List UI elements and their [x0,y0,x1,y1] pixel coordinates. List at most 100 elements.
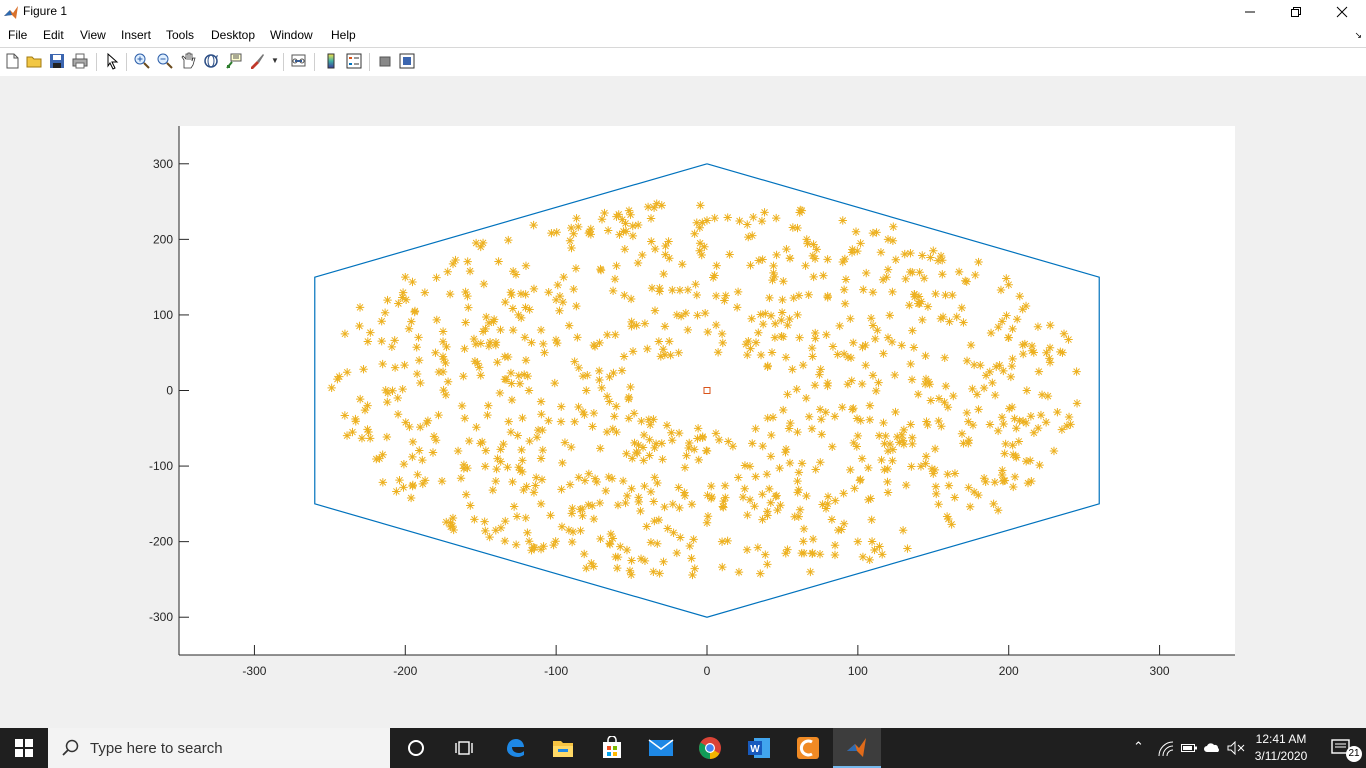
scatter-point [760,208,769,217]
scatter-point [378,450,387,459]
scatter-point [810,381,820,390]
scatter-point [823,381,832,391]
pan-icon[interactable] [179,52,197,70]
scatter-point [633,220,643,230]
restore-button[interactable] [1273,0,1319,24]
orange-app-button[interactable] [784,728,832,768]
scatter-point [783,390,792,399]
insert-colorbar-icon[interactable] [322,52,340,70]
menu-tools[interactable]: Tools [166,28,195,42]
figure-canvas[interactable]: -300 -200 -100 0 100 200 300 300 200 100 0 -100 -200… [0,76,1366,728]
battery-icon[interactable] [1181,742,1197,754]
scatter-point [653,478,662,488]
scatter-point [871,334,880,344]
insert-legend-icon[interactable] [345,52,363,70]
new-figure-icon[interactable] [3,52,21,70]
scatter-point [766,311,776,320]
scatter-point [761,309,770,318]
scatter-point [529,284,539,294]
scatter-point [714,435,724,445]
word-button[interactable]: W [735,728,783,768]
minimize-button[interactable] [1227,0,1273,24]
store-button[interactable] [588,728,636,768]
scatter-point [342,431,352,440]
cortana-button[interactable] [392,728,440,768]
link-plot-icon[interactable] [290,52,308,70]
scatter-point [859,285,868,294]
menu-window[interactable]: Window [270,28,313,42]
scatter-point [595,498,605,508]
file-explorer-button[interactable] [539,728,587,768]
scatter-point [506,288,516,297]
scatter-point [724,437,733,446]
scatter-point [459,372,468,381]
scatter-point [363,401,372,410]
onedrive-icon[interactable] [1203,741,1221,755]
menu-desktop[interactable]: Desktop [211,28,256,42]
scatter-point [920,379,930,389]
scatter-point [779,277,788,286]
scatter-point [998,476,1008,486]
scatter-point [649,203,659,212]
scatter-point [721,493,730,502]
volume-muted-icon[interactable] [1227,741,1245,755]
scatter-point [588,422,597,431]
close-button[interactable] [1319,0,1365,24]
data-cursor-icon[interactable] [225,52,243,70]
scatter-point [742,545,752,554]
menu-file[interactable]: File [8,28,28,42]
task-view-button[interactable] [440,728,488,768]
scatter-point [551,295,561,305]
mail-icon [648,739,674,756]
scatter-point [751,338,761,347]
show-hidden-icons-chevron-icon[interactable]: ⌃ [1133,739,1144,754]
open-file-icon[interactable] [25,52,43,70]
system-clock[interactable]: 12:41 AM 3/11/2020 [1248,731,1314,765]
matlab-button[interactable] [833,728,881,768]
scatter-point [578,407,588,417]
scatter-point [1010,414,1019,423]
scatter-point [833,350,842,359]
dock-figure-icon[interactable]: ↘ [1354,30,1362,40]
zoom-in-icon[interactable] [133,52,151,70]
scatter-chart[interactable]: -300 -200 -100 0 100 200 300 300 200 100 0 -100 -200… [0,76,1366,728]
scatter-point [767,348,777,357]
chrome-button[interactable] [686,728,734,768]
start-button[interactable] [0,728,48,768]
scatter-point [327,383,336,393]
scatter-point [606,529,616,539]
edge-button[interactable] [491,728,539,768]
scatter-point [938,270,947,279]
menu-help[interactable]: Help [331,28,356,42]
scatter-point [865,401,875,410]
scatter-point [927,464,937,474]
scatter-point [342,368,352,377]
zoom-out-icon[interactable] [156,52,174,70]
menu-view[interactable]: View [80,28,106,42]
show-plot-tools-icon[interactable] [398,52,416,70]
taskbar-search-box[interactable]: Type here to search [48,728,390,768]
scatter-point [678,260,687,269]
brush-icon[interactable] [248,52,266,70]
mail-button[interactable] [637,728,685,768]
print-icon[interactable] [71,52,89,70]
hide-plot-tools-icon[interactable] [376,52,394,70]
brush-dropdown-chevron-icon[interactable]: ▼ [271,56,279,65]
scatter-point [921,459,930,468]
menu-edit[interactable]: Edit [43,28,64,42]
edit-plot-pointer-icon[interactable] [103,52,121,70]
scatter-point [819,271,828,280]
scatter-point [660,322,670,331]
scatter-point [590,474,600,483]
scatter-point [888,236,898,245]
network-icon[interactable] [1158,741,1174,757]
scatter-point [695,239,705,248]
menu-insert[interactable]: Insert [121,28,152,42]
notification-center-button[interactable]: 21 [1318,728,1366,768]
scatter-point [627,570,636,579]
scatter-point [698,218,707,227]
rotate-3d-icon[interactable] [202,52,220,70]
save-icon[interactable] [48,52,66,70]
scatter-point [757,216,767,226]
scatter-point [628,221,637,231]
